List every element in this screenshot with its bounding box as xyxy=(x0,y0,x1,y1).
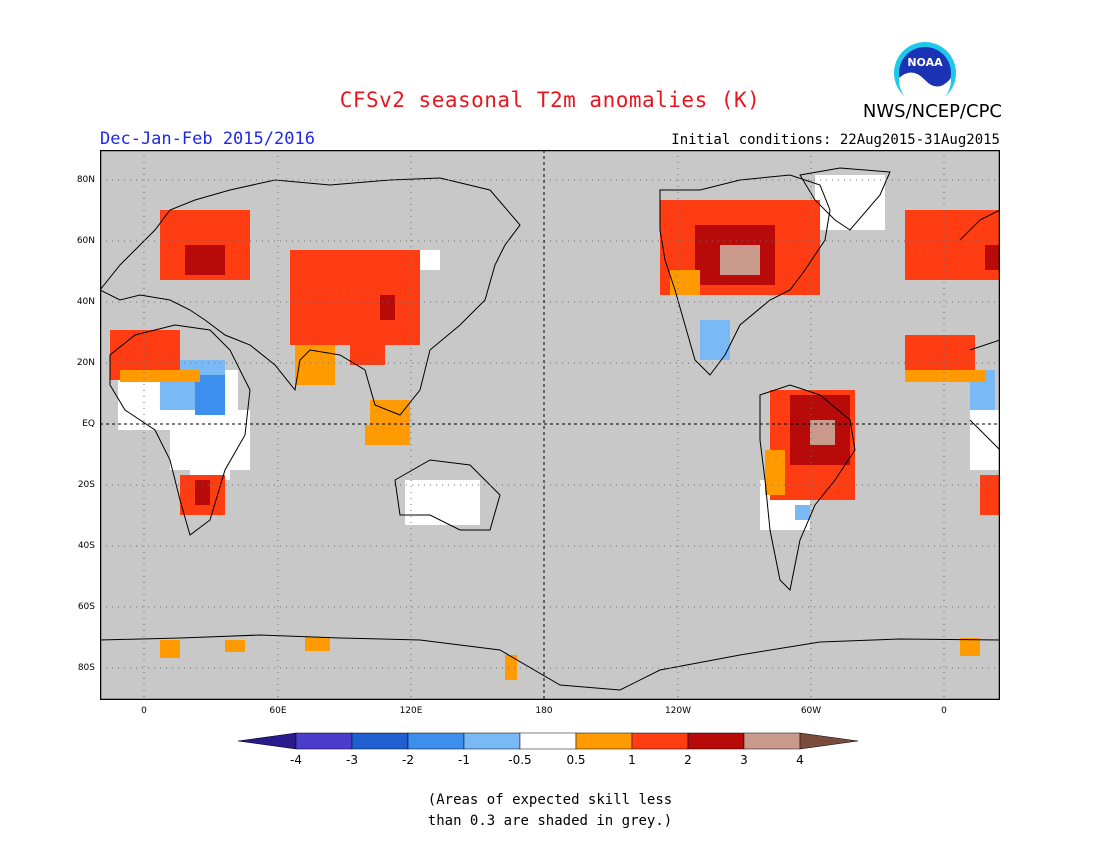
equator-dateline xyxy=(100,150,1000,700)
colorbar-cell-min xyxy=(238,732,297,750)
gridlines xyxy=(100,150,1000,700)
lat-label-80s: 80S xyxy=(77,663,95,673)
colorbar-cell xyxy=(351,732,409,750)
lon-label-0-right: 0 xyxy=(941,706,947,716)
coastline-africa xyxy=(109,324,251,536)
colorbar-cell xyxy=(631,732,689,750)
colorbar-cell xyxy=(575,732,633,750)
colorbar-cell xyxy=(407,732,465,750)
colorbar-cell-max xyxy=(799,732,859,750)
initial-conditions: Initial conditions: 22Aug2015-31Aug2015 xyxy=(671,132,1000,148)
lat-label-60n: 60N xyxy=(76,236,95,246)
lat-label-20n: 20N xyxy=(76,358,95,368)
coastline-australia xyxy=(394,459,501,531)
forecast-period: Dec-Jan-Feb 2015/2016 xyxy=(100,129,315,149)
organization-label: NWS/NCEP/CPC xyxy=(862,101,1002,122)
colorbar-label: -2 xyxy=(402,753,414,767)
lat-label-eq: EQ xyxy=(82,419,95,429)
colorbar-label: -0.5 xyxy=(508,753,532,767)
lon-label-180: 180 xyxy=(535,706,553,716)
colorbar-cell xyxy=(743,732,801,750)
coastline-antarctica xyxy=(100,634,1000,691)
coastline-greenland xyxy=(799,167,891,231)
skill-note-line-2: than 0.3 are shaded in grey.) xyxy=(427,813,673,829)
colorbar xyxy=(238,732,859,750)
lon-label-120w: 120W xyxy=(664,706,692,716)
chart-title: CFSv2 seasonal T2m anomalies (K) xyxy=(339,88,761,112)
map-frame xyxy=(100,150,1000,700)
lat-label-40s: 40S xyxy=(77,541,95,551)
noaa-logo: NOAA xyxy=(894,42,956,106)
lon-label-60e: 60E xyxy=(269,706,287,716)
warm-anomaly-patches xyxy=(110,200,1000,680)
lat-label-80n: 80N xyxy=(76,175,95,185)
coastline-africa-right xyxy=(969,339,1000,451)
lon-label-60w: 60W xyxy=(800,706,822,716)
coastline-europe-asia xyxy=(100,177,521,416)
colorbar-label: -3 xyxy=(346,753,358,767)
coastlines xyxy=(100,167,1000,691)
colorbar-cell xyxy=(295,732,353,750)
colorbar-label: 3 xyxy=(740,753,748,767)
lat-label-60s: 60S xyxy=(77,602,95,612)
coastline-north-america xyxy=(659,174,831,376)
colorbar-label: 4 xyxy=(796,753,804,767)
colorbar-label: 2 xyxy=(684,753,692,767)
coastline-south-america xyxy=(759,384,856,592)
lat-label-20s: 20S xyxy=(77,480,95,490)
lat-label-40n: 40N xyxy=(76,297,95,307)
colorbar-label: 0.5 xyxy=(566,753,586,767)
colorbar-label: 1 xyxy=(628,753,636,767)
coastline-europe-right xyxy=(959,209,1000,241)
colorbar-cell xyxy=(519,732,577,750)
skill-note-line-1: (Areas of expected skill less xyxy=(427,792,673,808)
skill-note: (Areas of expected skill less than 0.3 a… xyxy=(0,790,1100,832)
lon-label-120e: 120E xyxy=(399,706,423,716)
lon-label-0: 0 xyxy=(141,706,147,716)
svg-text:NOAA: NOAA xyxy=(907,56,943,69)
colorbar-cell xyxy=(687,732,745,750)
colorbar-cell xyxy=(463,732,521,750)
colorbar-label: -4 xyxy=(290,753,302,767)
anomaly-map xyxy=(100,150,1000,700)
colorbar-label: -1 xyxy=(458,753,470,767)
